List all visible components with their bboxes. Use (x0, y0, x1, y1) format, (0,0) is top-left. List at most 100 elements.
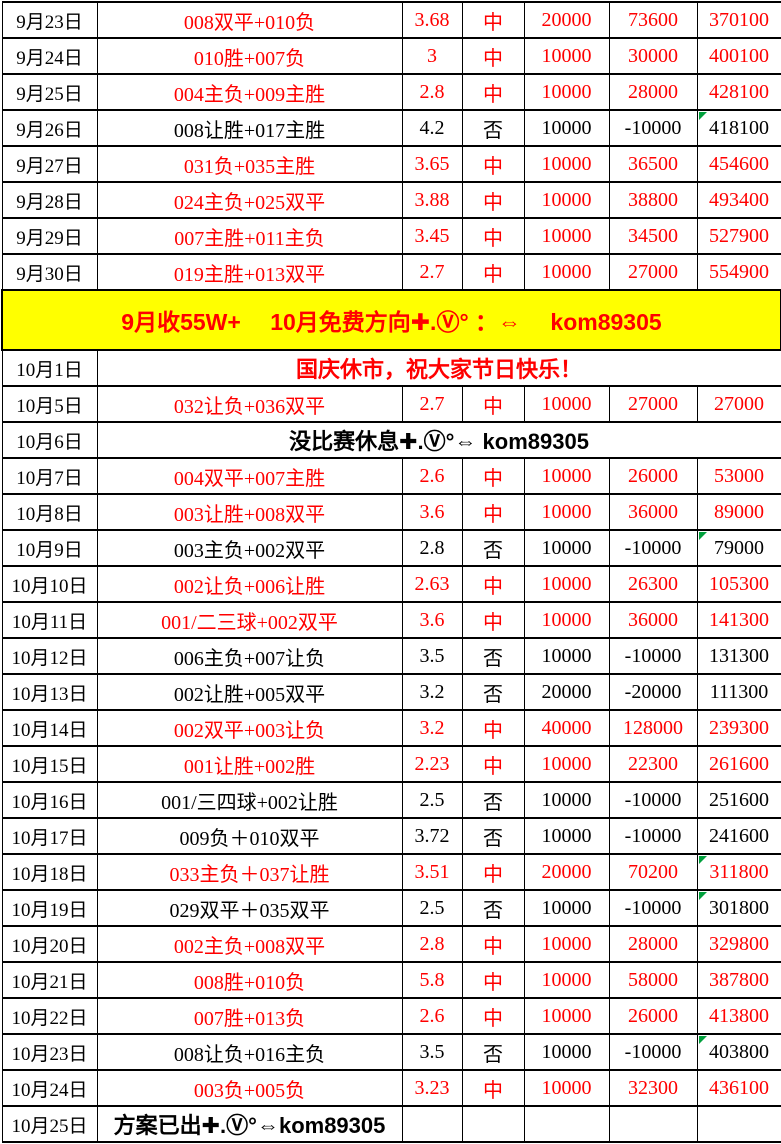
result-cell[interactable]: 否 (461, 109, 525, 147)
result-cell[interactable]: 中 (461, 745, 525, 783)
empty-cell[interactable] (461, 1105, 525, 1143)
odds-cell[interactable]: 3.88 (401, 181, 463, 219)
odds-cell[interactable]: 3.6 (401, 601, 463, 639)
odds-cell[interactable]: 2.6 (401, 997, 463, 1035)
odds-cell[interactable]: 3.72 (401, 817, 463, 855)
result-cell[interactable]: 中 (461, 217, 525, 255)
result-cell[interactable]: 中 (461, 565, 525, 603)
stake-cell[interactable]: 10000 (523, 817, 610, 855)
profit-cell[interactable]: 34500 (608, 217, 698, 255)
bet-cell[interactable]: 010胜+007负 (96, 37, 403, 75)
result-cell[interactable]: 中 (461, 1, 525, 39)
total-cell[interactable]: 387800 (696, 961, 781, 999)
stake-cell[interactable]: 10000 (523, 37, 610, 75)
result-cell[interactable]: 中 (461, 493, 525, 531)
date-cell[interactable]: 10月13日 (1, 673, 98, 711)
result-cell[interactable]: 中 (461, 37, 525, 75)
total-cell[interactable]: 554900 (696, 253, 781, 291)
date-cell[interactable]: 10月11日 (1, 601, 98, 639)
date-cell[interactable]: 10月22日 (1, 997, 98, 1035)
total-cell[interactable]: 79000 (696, 529, 781, 567)
bet-cell[interactable]: 004主负+009主胜 (96, 73, 403, 111)
bet-cell[interactable]: 008让负+016主负 (96, 1033, 403, 1071)
profit-cell[interactable]: 26300 (608, 565, 698, 603)
total-cell[interactable]: 527900 (696, 217, 781, 255)
stake-cell[interactable]: 10000 (523, 73, 610, 111)
result-cell[interactable]: 中 (461, 73, 525, 111)
bet-cell[interactable]: 033主负＋037让胜 (96, 853, 403, 891)
date-cell[interactable]: 9月26日 (1, 109, 98, 147)
bet-cell[interactable]: 003让胜+008双平 (96, 493, 403, 531)
total-cell[interactable]: 89000 (696, 493, 781, 531)
bet-cell[interactable]: 004双平+007主胜 (96, 457, 403, 495)
bet-cell[interactable]: 002主负+008双平 (96, 925, 403, 963)
odds-cell[interactable]: 2.7 (401, 385, 463, 423)
total-cell[interactable]: 239300 (696, 709, 781, 747)
result-cell[interactable]: 中 (461, 181, 525, 219)
odds-cell[interactable]: 2.8 (401, 925, 463, 963)
date-cell[interactable]: 10月20日 (1, 925, 98, 963)
odds-cell[interactable]: 2.6 (401, 457, 463, 495)
profit-cell[interactable]: 73600 (608, 1, 698, 39)
odds-cell[interactable]: 3.2 (401, 673, 463, 711)
profit-cell[interactable]: -10000 (608, 889, 698, 927)
stake-cell[interactable]: 10000 (523, 997, 610, 1035)
profit-cell[interactable]: -10000 (608, 529, 698, 567)
result-cell[interactable]: 否 (461, 637, 525, 675)
empty-cell[interactable] (523, 1105, 610, 1143)
bet-cell[interactable]: 019主胜+013双平 (96, 253, 403, 291)
profit-cell[interactable]: -10000 (608, 109, 698, 147)
bet-cell[interactable]: 003主负+002双平 (96, 529, 403, 567)
total-cell[interactable]: 428100 (696, 73, 781, 111)
total-cell[interactable]: 370100 (696, 1, 781, 39)
bet-cell[interactable]: 007主胜+011主负 (96, 217, 403, 255)
bet-cell[interactable]: 008双平+010负 (96, 1, 403, 39)
total-cell[interactable]: 27000 (696, 385, 781, 423)
date-cell[interactable]: 10月24日 (1, 1069, 98, 1107)
stake-cell[interactable]: 10000 (523, 529, 610, 567)
date-cell[interactable]: 10月5日 (1, 385, 98, 423)
bet-cell[interactable]: 001/三四球+002让胜 (96, 781, 403, 819)
odds-cell[interactable]: 3.68 (401, 1, 463, 39)
profit-cell[interactable]: 36000 (608, 493, 698, 531)
date-cell[interactable]: 9月27日 (1, 145, 98, 183)
date-cell[interactable]: 10月15日 (1, 745, 98, 783)
date-cell[interactable]: 9月30日 (1, 253, 98, 291)
profit-cell[interactable]: 27000 (608, 253, 698, 291)
result-cell[interactable]: 中 (461, 709, 525, 747)
total-cell[interactable]: 105300 (696, 565, 781, 603)
promo-banner[interactable]: 9月收55W+ 10月免费方向✚.Ⓥ° ：⇔ kom89305 (1, 289, 781, 351)
total-cell[interactable]: 400100 (696, 37, 781, 75)
result-cell[interactable]: 中 (461, 253, 525, 291)
note-cell[interactable]: 国庆休市，祝大家节日快乐！ (96, 349, 781, 387)
date-cell[interactable]: 10月25日 (1, 1105, 98, 1143)
profit-cell[interactable]: -10000 (608, 817, 698, 855)
date-cell[interactable]: 10月12日 (1, 637, 98, 675)
profit-cell[interactable]: 32300 (608, 1069, 698, 1107)
odds-cell[interactable]: 3 (401, 37, 463, 75)
odds-cell[interactable]: 2.7 (401, 253, 463, 291)
odds-cell[interactable]: 2.63 (401, 565, 463, 603)
stake-cell[interactable]: 10000 (523, 601, 610, 639)
profit-cell[interactable]: 30000 (608, 37, 698, 75)
stake-cell[interactable]: 40000 (523, 709, 610, 747)
note-cell[interactable]: 没比赛休息✚.Ⓥ°⇔ kom89305 (96, 421, 781, 459)
empty-cell[interactable] (608, 1105, 698, 1143)
odds-cell[interactable]: 3.5 (401, 637, 463, 675)
odds-cell[interactable]: 3.65 (401, 145, 463, 183)
total-cell[interactable]: 493400 (696, 181, 781, 219)
date-cell[interactable]: 10月16日 (1, 781, 98, 819)
stake-cell[interactable]: 10000 (523, 889, 610, 927)
date-cell[interactable]: 9月28日 (1, 181, 98, 219)
profit-cell[interactable]: 26000 (608, 997, 698, 1035)
result-cell[interactable]: 否 (461, 781, 525, 819)
odds-cell[interactable]: 3.51 (401, 853, 463, 891)
stake-cell[interactable]: 10000 (523, 181, 610, 219)
bet-cell[interactable]: 006主负+007让负 (96, 637, 403, 675)
stake-cell[interactable]: 10000 (523, 745, 610, 783)
date-cell[interactable]: 9月25日 (1, 73, 98, 111)
stake-cell[interactable]: 10000 (523, 109, 610, 147)
odds-cell[interactable]: 2.8 (401, 529, 463, 567)
odds-cell[interactable]: 4.2 (401, 109, 463, 147)
odds-cell[interactable]: 2.23 (401, 745, 463, 783)
